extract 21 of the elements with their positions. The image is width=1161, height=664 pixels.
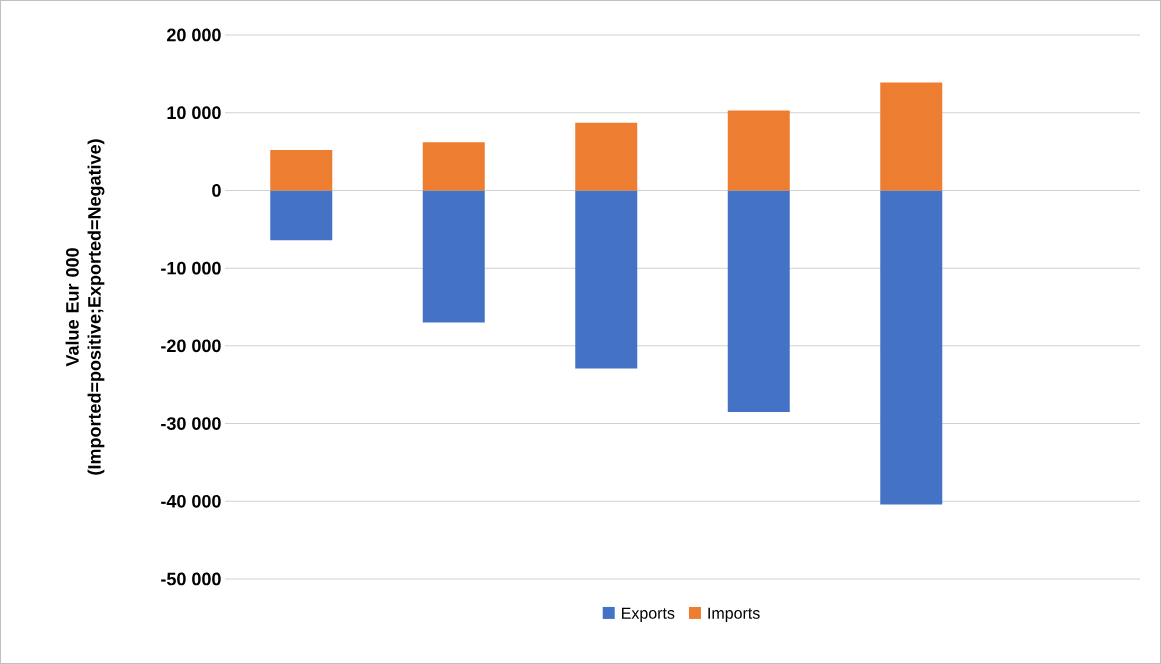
bar — [270, 150, 333, 191]
bar — [422, 142, 485, 191]
bar — [727, 110, 790, 191]
bar — [880, 82, 943, 191]
y-axis-title: Value Eur 000 (Imported=positive;Exported=Negative) — [65, 139, 105, 475]
bar — [880, 190, 943, 505]
bar — [575, 190, 638, 369]
y-tick-label: 0 — [212, 184, 221, 197]
bar — [727, 190, 790, 412]
y-tick-label: -10 000 — [161, 261, 221, 275]
bar — [422, 190, 485, 323]
y-tick-label: -50 000 — [161, 572, 221, 586]
legend-label: Imports — [708, 607, 760, 623]
y-tick-label: -30 000 — [161, 417, 221, 430]
y-tick-label: 10 000 — [167, 106, 221, 120]
y-tick-label: -20 000 — [161, 339, 221, 353]
bar — [270, 190, 333, 241]
bar — [575, 122, 638, 191]
y-tick-label: -40 000 — [161, 494, 221, 508]
legend-label: Exports — [622, 607, 675, 623]
y-tick-label: 20 000 — [167, 28, 221, 42]
